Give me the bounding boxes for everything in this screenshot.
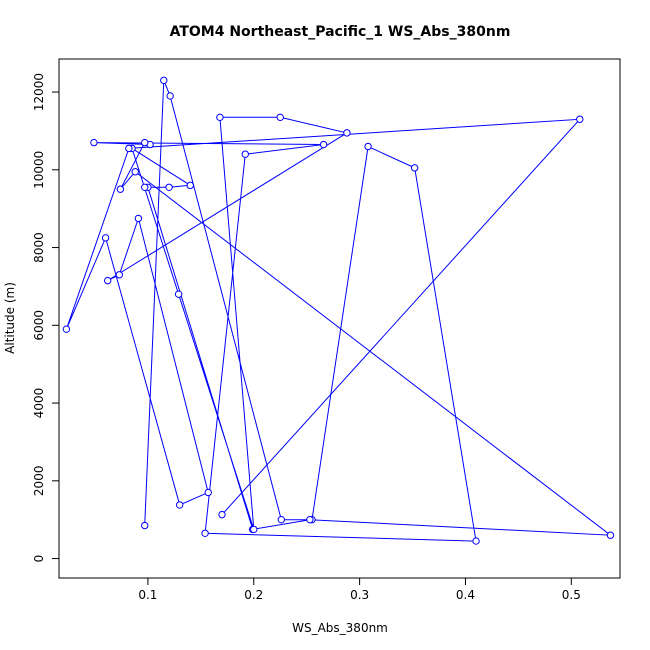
- data-point: [306, 515, 314, 524]
- data-point: [101, 234, 110, 242]
- data-point: [103, 276, 112, 285]
- data-point: [125, 144, 133, 153]
- data-point: [204, 488, 212, 497]
- data-point: [160, 76, 168, 85]
- y-tick-label: 8000: [32, 232, 46, 263]
- data-point: [343, 129, 351, 137]
- data-point: [131, 168, 139, 176]
- y-axis-label: Altitude (m): [3, 282, 17, 354]
- x-tick-label: 0.1: [138, 588, 157, 602]
- data-point: [166, 92, 174, 100]
- x-tick-label: 0.2: [244, 588, 263, 602]
- data-point: [141, 183, 149, 191]
- data-point: [62, 325, 71, 333]
- data-point: [165, 183, 173, 191]
- data-point: [115, 271, 124, 279]
- y-tick-label: 2000: [32, 466, 46, 497]
- data-point: [218, 510, 226, 519]
- x-axis: 0.1 0.2 0.3 0.4 0.5: [138, 577, 581, 602]
- y-axis: 0 2000 4000 6000 8000 10000 12000: [32, 73, 60, 563]
- series-line: [65, 80, 613, 542]
- chart-title: ATOM4 Northeast_Pacific_1 WS_Abs_380nm: [170, 24, 511, 40]
- data-point: [201, 529, 209, 537]
- data-point: [276, 113, 284, 122]
- x-tick-label: 0.5: [562, 588, 581, 602]
- data-point: [576, 115, 584, 123]
- x-tick-label: 0.4: [456, 588, 475, 602]
- data-point: [90, 138, 98, 147]
- data-point: [186, 181, 194, 190]
- data-point: [216, 113, 224, 122]
- data-point: [364, 142, 372, 151]
- y-tick-label: 0: [32, 555, 46, 563]
- data-point: [241, 150, 249, 158]
- data-point: [175, 501, 184, 509]
- plot-frame: [58, 58, 621, 579]
- data-point: [606, 531, 615, 539]
- data-point: [141, 138, 149, 147]
- y-tick-label: 4000: [32, 388, 46, 419]
- x-tick-label: 0.3: [350, 588, 369, 602]
- data-point: [472, 537, 480, 545]
- y-tick-label: 10000: [32, 151, 46, 189]
- x-axis-label: WS_Abs_380nm: [292, 621, 388, 635]
- data-series: [62, 76, 615, 545]
- data-point: [116, 185, 125, 193]
- data-point: [277, 515, 285, 524]
- data-point: [134, 214, 143, 223]
- data-point: [174, 290, 183, 298]
- data-point: [141, 521, 149, 530]
- data-point: [250, 525, 258, 534]
- data-point: [319, 140, 328, 149]
- data-point: [410, 164, 419, 172]
- y-tick-label: 12000: [32, 73, 46, 111]
- y-tick-label: 6000: [32, 310, 46, 341]
